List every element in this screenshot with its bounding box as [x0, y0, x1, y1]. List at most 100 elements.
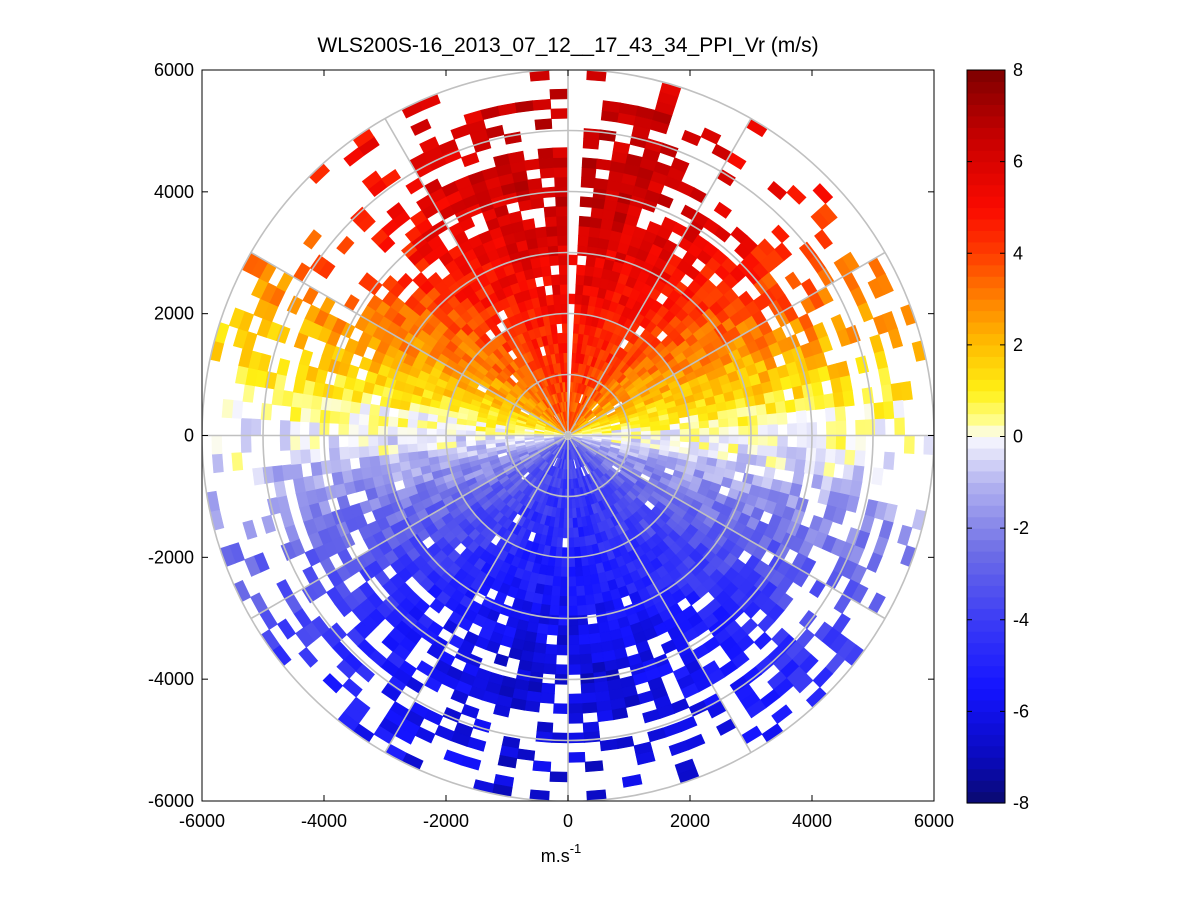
- colorbar-segment: [967, 195, 1005, 209]
- colorbar-segment: [967, 562, 1005, 575]
- velocity-bin: [211, 435, 223, 455]
- velocity-bin: [784, 458, 797, 472]
- velocity-bin: [900, 380, 913, 401]
- velocity-bin: [328, 435, 340, 449]
- velocity-bin: [387, 435, 398, 446]
- colorbar-segment: [967, 333, 1005, 346]
- velocity-bin: [755, 455, 768, 468]
- velocity-bin: [567, 576, 577, 588]
- velocity-bin: [794, 459, 807, 474]
- velocity-bin: [556, 225, 569, 237]
- velocity-bin: [426, 442, 438, 451]
- colorbar-segment: [967, 425, 1005, 438]
- colorbar-segment: [967, 276, 1005, 289]
- velocity-bin: [866, 552, 883, 573]
- velocity-bin: [659, 424, 671, 431]
- velocity-bin: [766, 445, 778, 458]
- velocity-bin: [260, 403, 273, 421]
- velocity-bin: [748, 425, 759, 436]
- velocity-bin: [537, 613, 550, 626]
- colorbar-segment: [967, 367, 1005, 380]
- velocity-bin: [547, 245, 559, 257]
- x-tick-label: 4000: [792, 811, 832, 831]
- velocity-bin: [589, 642, 603, 655]
- velocity-bin: [537, 245, 550, 258]
- velocity-bin: [539, 255, 551, 268]
- velocity-bin: [367, 435, 379, 447]
- velocity-bin: [554, 176, 569, 188]
- colorbar-segment: [967, 596, 1005, 609]
- velocity-bin: [588, 226, 602, 239]
- velocity-bin: [792, 673, 814, 694]
- velocity-bin: [842, 390, 855, 407]
- velocity-bin: [567, 566, 576, 578]
- velocity-bin: [358, 413, 370, 426]
- velocity-bin: [756, 414, 769, 426]
- velocity-bin: [559, 283, 569, 295]
- velocity-bin: [794, 397, 807, 412]
- velocity-bin: [475, 439, 486, 446]
- velocity-bin: [767, 435, 779, 447]
- x-axis-label-base: m.s: [541, 846, 570, 866]
- velocity-bin: [581, 157, 598, 169]
- velocity-bin: [416, 435, 427, 444]
- velocity-bin: [824, 448, 837, 464]
- velocity-bin: [883, 400, 895, 420]
- y-tick-label: 2000: [154, 304, 194, 324]
- velocity-bin: [406, 435, 418, 445]
- velocity-bin: [309, 421, 320, 436]
- velocity-bin: [689, 435, 701, 443]
- velocity-bin: [746, 405, 758, 417]
- velocity-bin: [709, 435, 720, 444]
- velocity-bin: [558, 605, 569, 617]
- velocity-bin: [544, 643, 558, 656]
- velocity-bin: [289, 435, 301, 451]
- velocity-bin: [668, 740, 690, 757]
- velocity-bin: [561, 322, 569, 334]
- velocity-bin: [689, 428, 701, 436]
- velocity-bin: [584, 760, 604, 773]
- velocity-bin: [791, 471, 805, 486]
- velocity-bin: [426, 435, 437, 444]
- colorbar-segment: [967, 173, 1005, 186]
- velocity-bin: [396, 426, 408, 436]
- velocity-bin: [378, 405, 390, 417]
- velocity-bin: [377, 444, 389, 456]
- colorbar-segment: [967, 631, 1005, 644]
- velocity-bin: [367, 414, 380, 426]
- velocity-bin: [555, 205, 569, 217]
- colorbar-segment: [967, 104, 1005, 117]
- colorbar-tick-label: 4: [1013, 243, 1023, 263]
- velocity-bin: [338, 411, 350, 425]
- velocity-bin: [577, 245, 589, 257]
- velocity-bin: [574, 566, 584, 578]
- x-tick-label: -6000: [179, 811, 225, 831]
- colorbar-segment: [967, 287, 1005, 300]
- x-tick-label: -4000: [301, 811, 347, 831]
- velocity-bin: [577, 235, 590, 247]
- velocity-bin: [339, 399, 352, 413]
- velocity-bin: [576, 605, 588, 617]
- y-tick-label: 0: [184, 426, 194, 446]
- velocity-bin: [309, 408, 321, 423]
- velocity-bin: [670, 429, 681, 436]
- velocity-bin: [455, 429, 466, 436]
- colorbar-segment: [967, 516, 1005, 529]
- velocity-bin: [558, 264, 569, 275]
- colorbar-segment: [967, 127, 1005, 140]
- velocity-bin: [795, 410, 808, 424]
- velocity-bin: [595, 158, 612, 171]
- velocity-bin: [737, 444, 749, 455]
- velocity-bin: [551, 284, 561, 296]
- velocity-bin: [211, 453, 224, 474]
- velocity-bin: [699, 427, 710, 436]
- colorbar-segment: [967, 688, 1005, 701]
- velocity-bin: [289, 449, 302, 465]
- velocity-bin: [271, 388, 284, 406]
- velocity-bin: [718, 418, 730, 428]
- velocity-bin: [567, 527, 574, 539]
- velocity-bin: [567, 625, 579, 636]
- velocity-bin: [549, 595, 560, 607]
- velocity-bin: [555, 196, 569, 207]
